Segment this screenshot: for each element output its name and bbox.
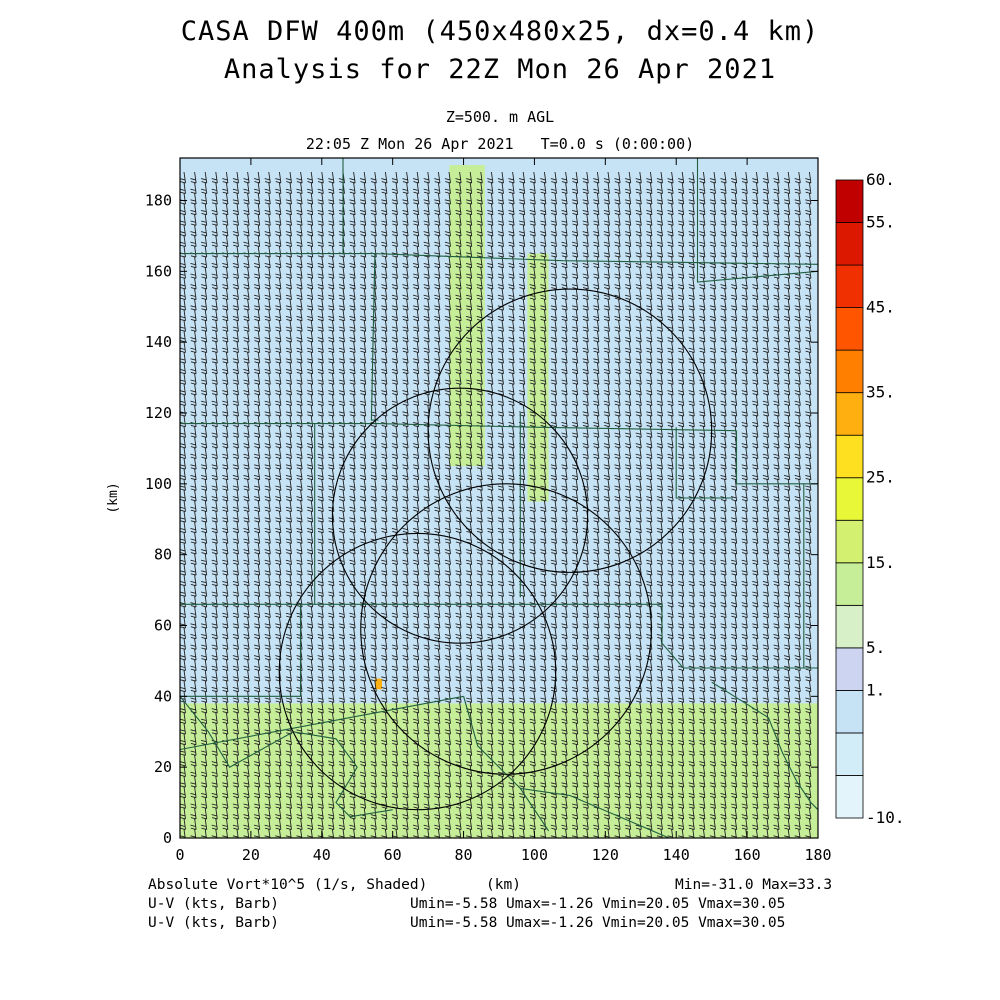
x-tick-label-180: 180 <box>804 846 831 864</box>
colorbar-label-6: 15. <box>866 553 895 572</box>
colorbar-cell-10 <box>835 349 864 394</box>
county-boundary-11 <box>180 695 393 818</box>
colorbar-cell-14 <box>835 179 864 223</box>
x-tick-label-100: 100 <box>521 846 548 864</box>
barb1-stats: Umin=-5.58 Umax=-1.26 Vmin=20.05 Vmax=30… <box>410 896 786 912</box>
colorbar-cell-2 <box>835 690 864 734</box>
radar-range-ring-2 <box>331 387 589 644</box>
vorticity-region-central-streak <box>527 253 549 502</box>
colorbar-cell-4 <box>835 604 864 649</box>
county-boundary-9 <box>661 604 818 669</box>
colorbar-label-3: 1. <box>866 680 885 699</box>
x-tick-label-140: 140 <box>663 846 690 864</box>
x-axis-unit: (km) <box>486 877 521 893</box>
county-boundary-4 <box>180 423 737 432</box>
y-tick-label-80: 80 <box>154 546 172 564</box>
x-tick-label-40: 40 <box>313 846 331 864</box>
radar-range-ring-3 <box>427 288 713 573</box>
colorbar-label-14: 55. <box>866 213 895 232</box>
colorbar-cell-6 <box>835 519 864 564</box>
y-axis-label: (km) <box>106 482 121 513</box>
county-boundary-17 <box>675 427 733 499</box>
colorbar-cell-0 <box>835 775 864 819</box>
x-tick-label-120: 120 <box>592 846 619 864</box>
colorbar-cell-12 <box>835 264 864 309</box>
y-tick-label-180: 180 <box>145 192 172 210</box>
minmax-label: Min=-31.0 Max=33.3 <box>675 877 833 893</box>
county-boundary-13 <box>463 696 550 832</box>
colorbar-cell-7 <box>835 477 864 521</box>
colorbar-label-15: 60. <box>866 170 895 189</box>
county-boundary-1 <box>374 253 818 265</box>
x-tick-label-60: 60 <box>384 846 402 864</box>
county-boundary-12 <box>180 695 464 751</box>
barb2-stats: Umin=-5.58 Umax=-1.26 Vmin=20.05 Vmax=30… <box>410 915 786 931</box>
y-tick-label-0: 0 <box>163 829 172 847</box>
colorbar-label-8: 25. <box>866 468 895 487</box>
vorticity-region-north-streak <box>449 165 485 467</box>
y-tick-label-20: 20 <box>154 758 172 776</box>
radar-range-ring-4 <box>360 483 652 775</box>
valid-time-label: 22:05 Z Mon 26 Apr 2021 T=0.0 s (0:00:00… <box>305 135 695 153</box>
county-boundary-7 <box>696 158 818 283</box>
y-tick-label-160: 160 <box>145 262 172 280</box>
y-tick-label-60: 60 <box>154 617 172 635</box>
vorticity-region-max-spot <box>374 678 383 690</box>
x-tick-label-0: 0 <box>175 846 184 864</box>
chart-subtitle: Analysis for 22Z Mon 26 Apr 2021 <box>223 54 777 85</box>
y-tick-label-40: 40 <box>154 687 172 705</box>
plot-frame <box>179 157 819 839</box>
vorticity-region-southern-band <box>180 703 818 838</box>
county-boundary-8 <box>735 430 818 485</box>
x-tick-label-20: 20 <box>242 846 260 864</box>
barb2-label: U-V (kts, Barb) <box>148 915 279 931</box>
county-boundary-14 <box>520 787 670 838</box>
level-label: Z=500. m AGL <box>445 108 555 126</box>
colorbar-cell-8 <box>835 434 864 479</box>
y-tick-label-140: 140 <box>145 333 172 351</box>
plot-area <box>180 158 818 838</box>
colorbar-label-0: -10. <box>866 808 905 827</box>
colorbar-cell-5 <box>835 562 864 606</box>
colorbar-cell-3 <box>835 647 864 691</box>
county-boundary-18 <box>180 604 302 697</box>
y-tick-label-100: 100 <box>145 475 172 493</box>
x-tick-label-160: 160 <box>734 846 761 864</box>
x-tick-label-80: 80 <box>455 846 473 864</box>
colorbar-label-12: 45. <box>866 298 895 317</box>
colorbar-cell-9 <box>835 392 864 436</box>
wind-barbs <box>180 171 812 838</box>
county-boundary-15 <box>711 681 818 811</box>
barb1-label: U-V (kts, Barb) <box>148 896 279 912</box>
field-label: Absolute Vort*10^5 (1/s, Shaded) <box>148 877 428 893</box>
colorbar-label-10: 35. <box>866 383 895 402</box>
y-tick-label-120: 120 <box>145 404 172 422</box>
colorbar-cell-11 <box>835 307 864 351</box>
chart-title: CASA DFW 400m (450x480x25, dx=0.4 km) <box>180 16 820 47</box>
colorbar-cell-13 <box>835 222 864 266</box>
colorbar-label-4: 5. <box>866 638 885 657</box>
colorbar-cell-1 <box>835 732 864 776</box>
radar-range-ring-1 <box>278 532 557 811</box>
